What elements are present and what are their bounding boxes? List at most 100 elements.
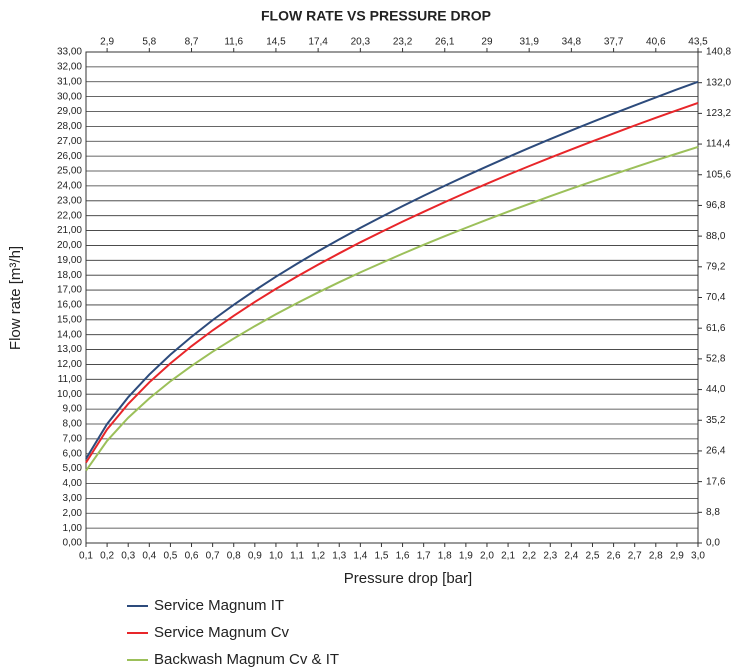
y-tick-label: 20,00 [57,240,82,251]
x-tick-label: 3,0 [691,551,705,562]
x-tick-label: 0,9 [248,551,262,562]
y-tick-label: 7,00 [63,433,83,444]
x-tick-label: 2,1 [501,551,515,562]
y-tick-label: 2,00 [63,508,83,519]
y-tick-label: 14,00 [57,329,82,340]
x-tick-label: 2,3 [543,551,557,562]
y2-tick-label: 105,6 [706,169,731,180]
y-tick-label: 25,00 [57,166,82,177]
x2-tick-label: 20,3 [351,37,371,48]
y-tick-label: 12,00 [57,359,82,370]
legend-label: Backwash Magnum Cv & IT [154,651,339,668]
x-tick-label: 0,8 [227,551,241,562]
y2-tick-label: 61,6 [706,323,726,334]
y-tick-label: 24,00 [57,181,82,192]
x-tick-label: 2,6 [607,551,621,562]
x-tick-label: 0,7 [206,551,220,562]
legend-label: Service Magnum IT [154,597,284,614]
x-axis-label: Pressure drop [bar] [344,570,472,587]
y2-tick-label: 140,8 [706,47,731,58]
y-tick-label: 21,00 [57,225,82,236]
x2-tick-label: 34,8 [562,37,582,48]
y-tick-label: 3,00 [63,493,83,504]
y2-tick-label: 70,4 [706,292,726,303]
x2-tick-label: 40,6 [646,37,666,48]
y2-tick-label: 88,0 [706,231,726,242]
x-tick-label: 1,3 [332,551,346,562]
x-tick-label: 0,1 [79,551,93,562]
y-tick-label: 26,00 [57,151,82,162]
y2-tick-label: 52,8 [706,354,726,365]
x-tick-label: 2,5 [586,551,600,562]
x-tick-label: 2,9 [670,551,684,562]
x2-tick-label: 26,1 [435,37,455,48]
x2-tick-label: 2,9 [100,37,114,48]
x-tick-label: 0,5 [163,551,177,562]
x-tick-label: 1,5 [374,551,388,562]
y-tick-label: 10,00 [57,389,82,400]
x2-tick-label: 8,7 [185,37,199,48]
y-tick-label: 33,00 [57,47,82,58]
y-tick-label: 5,00 [63,463,83,474]
chart-title: FLOW RATE VS PRESSURE DROP [261,8,491,24]
y-tick-label: 30,00 [57,91,82,102]
x-tick-label: 1,0 [269,551,283,562]
y2-tick-label: 8,8 [706,507,720,518]
y-tick-label: 28,00 [57,121,82,132]
x-tick-label: 1,8 [438,551,452,562]
y2-tick-label: 0,0 [706,538,720,549]
y-tick-label: 15,00 [57,314,82,325]
x2-tick-label: 29 [481,37,493,48]
plot-frame [85,51,699,544]
series-line [85,101,699,464]
y-tick-label: 19,00 [57,255,82,266]
y2-tick-label: 96,8 [706,200,726,211]
x-tick-label: 0,4 [142,551,156,562]
x-tick-label: 0,6 [185,551,199,562]
y-tick-label: 0,00 [63,538,83,549]
x-tick-label: 2,7 [628,551,642,562]
y-tick-label: 22,00 [57,210,82,221]
y-tick-label: 8,00 [63,419,83,430]
x-tick-label: 0,2 [100,551,114,562]
x2-tick-label: 23,2 [393,37,413,48]
y2-tick-label: 35,2 [706,415,726,426]
y-tick-label: 18,00 [57,270,82,281]
y-tick-label: 17,00 [57,285,82,296]
y-tick-label: 11,00 [58,374,83,385]
y-tick-label: 31,00 [57,76,82,87]
y-tick-label: 6,00 [63,448,83,459]
x-tick-label: 2,2 [522,551,536,562]
y2-tick-label: 123,2 [706,108,731,119]
x-tick-label: 2,8 [649,551,663,562]
y2-tick-label: 17,6 [706,476,726,487]
y-tick-label: 27,00 [57,136,82,147]
x2-tick-label: 31,9 [519,37,539,48]
x2-tick-label: 11,6 [224,37,243,48]
x2-tick-label: 17,4 [308,37,328,48]
y-tick-label: 16,00 [57,300,82,311]
y-tick-label: 32,00 [57,62,82,73]
y-axis-label: Flow rate [m³/h] [7,246,24,350]
y2-tick-label: 114,4 [706,139,731,150]
y2-tick-label: 26,4 [706,446,726,457]
x-tick-label: 1,6 [396,551,410,562]
y-tick-label: 29,00 [57,106,82,117]
y2-tick-label: 132,0 [706,77,731,88]
x-tick-label: 1,2 [311,551,325,562]
x-tick-label: 2,0 [480,551,494,562]
y2-tick-label: 79,2 [706,261,726,272]
x-tick-label: 0,3 [121,551,135,562]
y2-tick-label: 44,0 [706,384,726,395]
series-line [85,145,699,472]
legend-label: Service Magnum Cv [154,624,290,641]
x2-tick-label: 5,8 [142,37,156,48]
x2-tick-label: 37,7 [604,37,624,48]
y-tick-label: 23,00 [57,195,82,206]
y-tick-label: 4,00 [63,478,83,489]
y-tick-label: 13,00 [57,344,82,355]
series-line [85,80,699,460]
x-tick-label: 1,7 [417,551,431,562]
y-tick-label: 1,00 [63,523,83,534]
y-tick-label: 9,00 [63,404,83,415]
